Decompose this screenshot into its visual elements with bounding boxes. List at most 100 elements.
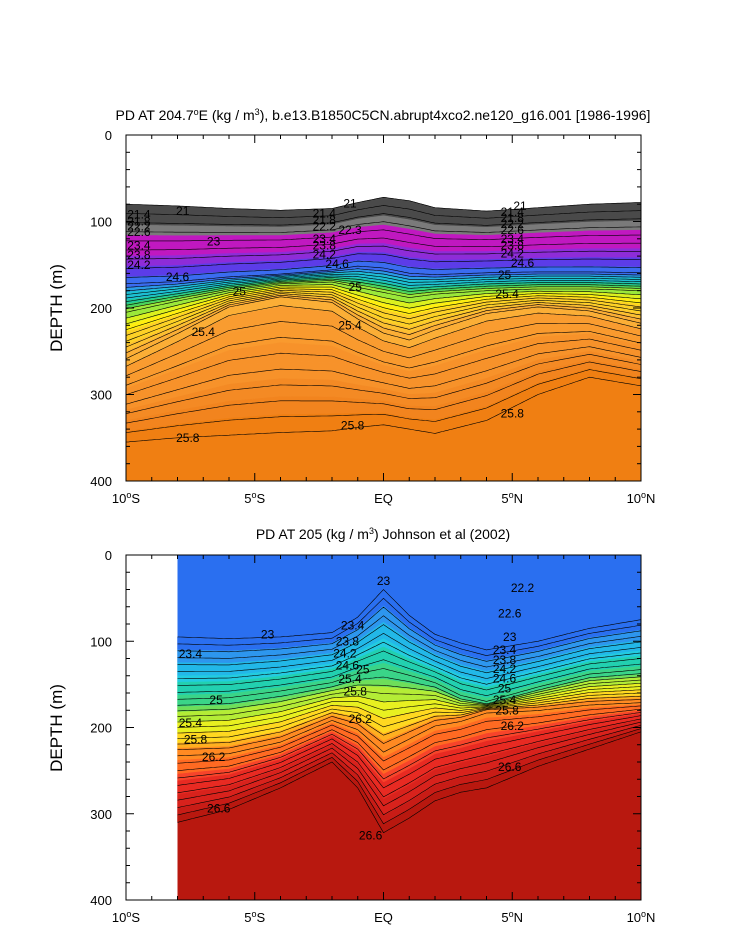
y-tick-label: 300 (90, 388, 112, 403)
contour-line (126, 275, 641, 299)
contour-line (177, 731, 641, 834)
contour-line (126, 271, 641, 292)
contour-label: 23 (261, 627, 275, 641)
contour-line (177, 692, 641, 739)
contour-label: 23.4 (313, 232, 337, 246)
contour-label: 24.6 (166, 270, 190, 284)
contour-label: 25 (356, 663, 370, 677)
contour-label: 21.4 (501, 205, 525, 219)
contour-line (126, 273, 641, 295)
contour-line (126, 253, 641, 269)
contour-label: 23.4 (501, 232, 525, 246)
contour-line (177, 589, 641, 651)
contour-label: 26.6 (498, 760, 522, 774)
contour-label: 24.2 (313, 247, 337, 261)
contour-line (126, 321, 641, 377)
contour-line (177, 689, 641, 734)
contour-label: 22.3 (338, 223, 362, 237)
contour-line (126, 353, 641, 414)
contour-line (126, 305, 641, 367)
contour-band-deep (126, 377, 641, 481)
x-tick-label: 5oS (244, 490, 265, 506)
contour-label: 26.6 (359, 828, 383, 842)
contour-label: 26.2 (501, 719, 525, 733)
y-tick-label: 300 (90, 807, 112, 822)
panel-top-ylabel: DEPTH (m) (47, 264, 66, 352)
contour-label: 25.8 (341, 419, 365, 433)
contour-line (126, 229, 641, 242)
contour-label: 26.2 (349, 712, 373, 726)
contour-label: 22.6 (501, 223, 525, 237)
contour-label: 22.2 (511, 581, 535, 595)
contour-label: 25 (498, 682, 512, 696)
contour-label: 21 (343, 196, 357, 210)
contour-label: 25.4 (338, 672, 362, 686)
contour-label: 21.8 (501, 211, 525, 225)
contour-line (177, 659, 641, 697)
contour-label: 25.8 (184, 733, 208, 747)
contour-band-surface (126, 135, 641, 212)
contour-line (177, 708, 641, 771)
contour-band-deep (177, 731, 641, 900)
contour-label: 22.2 (501, 217, 525, 231)
contour-line (126, 293, 641, 348)
contour-label: 21.8 (127, 215, 151, 229)
contour-label: 24.6 (325, 257, 349, 271)
contour-line (126, 245, 641, 260)
x-tick-label: 10oN (627, 909, 656, 925)
contour-line (126, 369, 641, 433)
contour-label: 23.8 (127, 248, 151, 262)
contour-label: 23 (503, 630, 517, 644)
panel-bottom-ylabel: DEPTH (m) (47, 684, 66, 772)
contour-line (126, 221, 641, 233)
contour-label: 21 (176, 204, 190, 218)
y-tick-label: 0 (105, 128, 112, 143)
contour-label: 25 (209, 693, 223, 707)
contour-label: 22.6 (127, 225, 151, 239)
contour-line (126, 361, 641, 424)
x-tick-label: 5oS (244, 909, 265, 925)
contour-label: 21.4 (127, 208, 151, 222)
contour-line (177, 686, 641, 728)
contour-line (126, 289, 641, 336)
contour-line (177, 668, 641, 702)
contour-label: 21.8 (313, 213, 337, 227)
contour-line (126, 281, 641, 313)
contour-line (126, 277, 641, 302)
contour-label: 22.2 (127, 220, 151, 234)
contour-line (126, 296, 641, 359)
y-tick-label: 100 (90, 215, 112, 230)
contour-line (126, 265, 641, 285)
contour-label: 25 (349, 280, 363, 294)
contour-label: 21 (513, 199, 527, 213)
contour-label: 25.4 (338, 318, 362, 332)
contour-label: 22.2 (313, 220, 337, 234)
contour-line (126, 280, 641, 310)
contour-label: 24.6 (493, 671, 517, 685)
contour-line (177, 721, 641, 807)
contour-line (177, 683, 641, 723)
x-tick-label: EQ (374, 491, 393, 506)
contour-label: 25 (233, 285, 247, 299)
contour-line (126, 213, 641, 226)
contour-label: 23.4 (179, 647, 203, 661)
contour-line (126, 286, 641, 325)
contour-label: 23 (377, 574, 391, 588)
contour-label: 24.6 (336, 658, 360, 672)
contour-label: 23 (207, 234, 221, 248)
contour-line (177, 615, 641, 668)
contour-label: 22.6 (498, 607, 522, 621)
contour-label: 25 (498, 268, 512, 282)
contour-label: 25.8 (344, 684, 368, 698)
contour-line (177, 597, 641, 656)
contour-line (177, 699, 641, 750)
panel-top-title: PD AT 204.7oE (kg / m3), b.e13.B1850C5CN… (116, 107, 651, 123)
contour-line (126, 196, 641, 212)
x-tick-label: 10oS (112, 490, 140, 506)
contour-label: 23.8 (501, 239, 525, 253)
contour-line (126, 268, 641, 288)
panel-bottom-observation: PD AT 205 (kg / m3) Johnson et al (2002)… (47, 526, 655, 925)
contour-line (126, 331, 641, 386)
